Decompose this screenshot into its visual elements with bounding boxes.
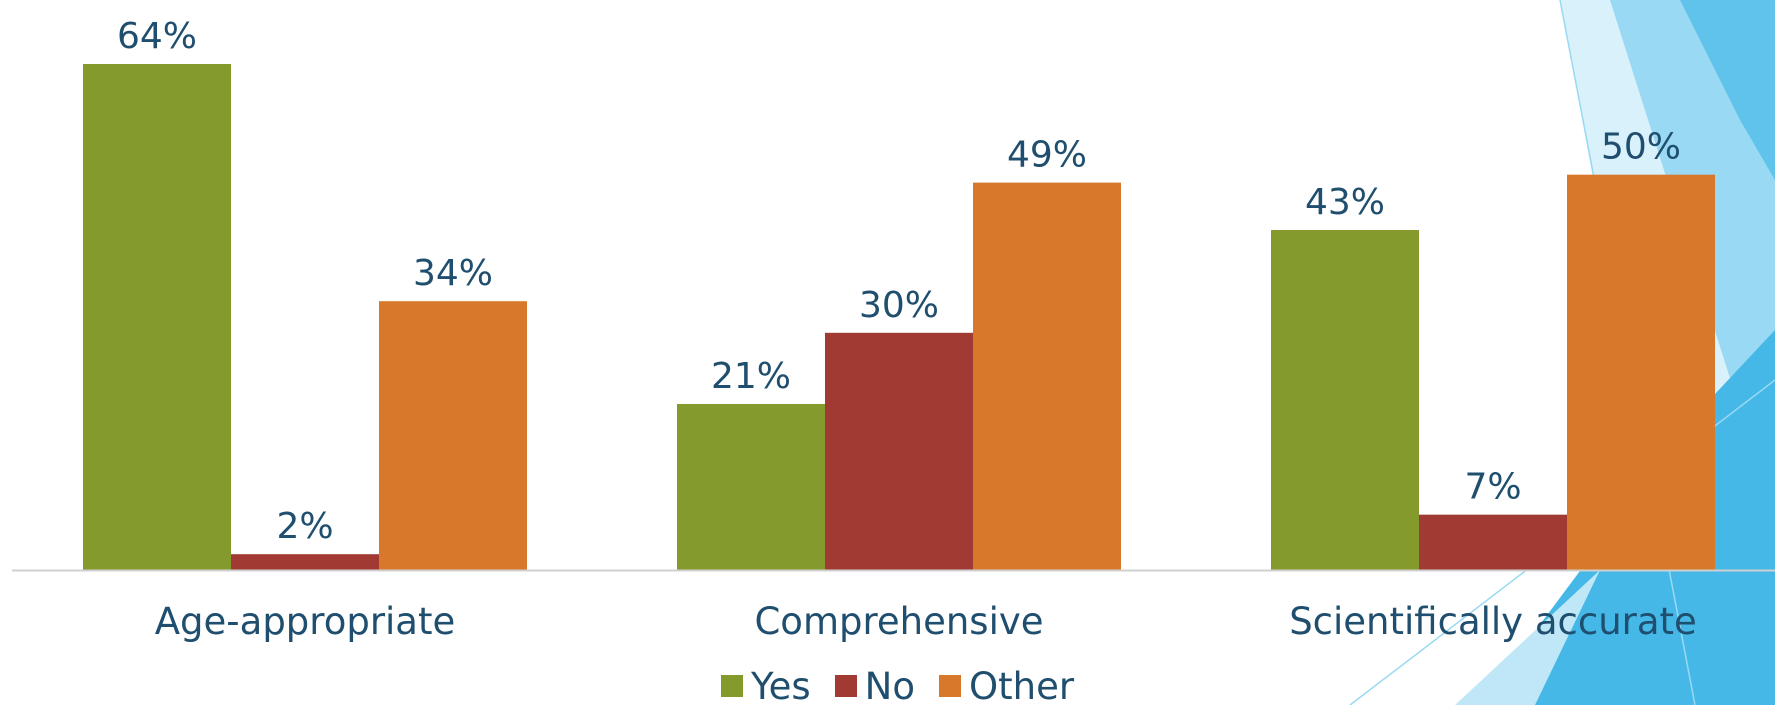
legend-label-no: No	[864, 664, 915, 708]
category-label-scientifically-accurate: Scientifically accurate	[1289, 600, 1697, 643]
legend-swatch-other	[939, 675, 961, 697]
bar-yes-scientifically-accurate	[1271, 230, 1419, 570]
value-label-yes-age-appropriate: 64%	[117, 16, 197, 57]
decor-shard-bottom-light	[1455, 570, 1600, 705]
bar-other-scientifically-accurate	[1567, 174, 1715, 570]
bars-layer	[83, 64, 1715, 570]
value-labels-layer: 64% 2% 34% 21% 30% 49% 43% 7% 50%	[117, 16, 1681, 547]
chart-legend: Yes No Other	[0, 664, 1775, 708]
value-label-other-comprehensive: 49%	[1007, 135, 1087, 176]
bar-no-age-appropriate	[231, 554, 379, 570]
bar-yes-age-appropriate	[83, 64, 231, 570]
value-label-no-age-appropriate: 2%	[276, 506, 333, 547]
legend-label-yes: Yes	[750, 664, 811, 708]
value-label-other-scientifically-accurate: 50%	[1601, 127, 1681, 168]
category-label-age-appropriate: Age-appropriate	[155, 600, 456, 643]
legend-swatch-no	[834, 675, 857, 697]
bar-no-comprehensive	[825, 332, 973, 570]
legend-item-no: No	[834, 664, 915, 708]
legend-item-yes: Yes	[720, 664, 811, 708]
bar-yes-comprehensive	[677, 403, 825, 570]
legend-item-other: Other	[939, 668, 1074, 705]
decor-shard-mid	[1680, 0, 1775, 180]
value-label-yes-scientifically-accurate: 43%	[1305, 182, 1385, 223]
value-label-yes-comprehensive: 21%	[711, 356, 791, 397]
value-label-no-scientifically-accurate: 7%	[1464, 467, 1521, 508]
legend-label-other: Other	[969, 664, 1075, 708]
category-label-comprehensive: Comprehensive	[754, 600, 1043, 643]
value-label-other-age-appropriate: 34%	[413, 253, 493, 294]
bar-other-age-appropriate	[379, 301, 527, 570]
category-labels-layer: Age-appropriate Comprehensive Scientifical…	[155, 600, 1697, 643]
legend-swatch-yes	[720, 675, 743, 697]
bar-no-scientifically-accurate	[1419, 514, 1567, 570]
value-label-no-comprehensive: 30%	[859, 285, 939, 326]
bar-other-comprehensive	[973, 182, 1121, 570]
